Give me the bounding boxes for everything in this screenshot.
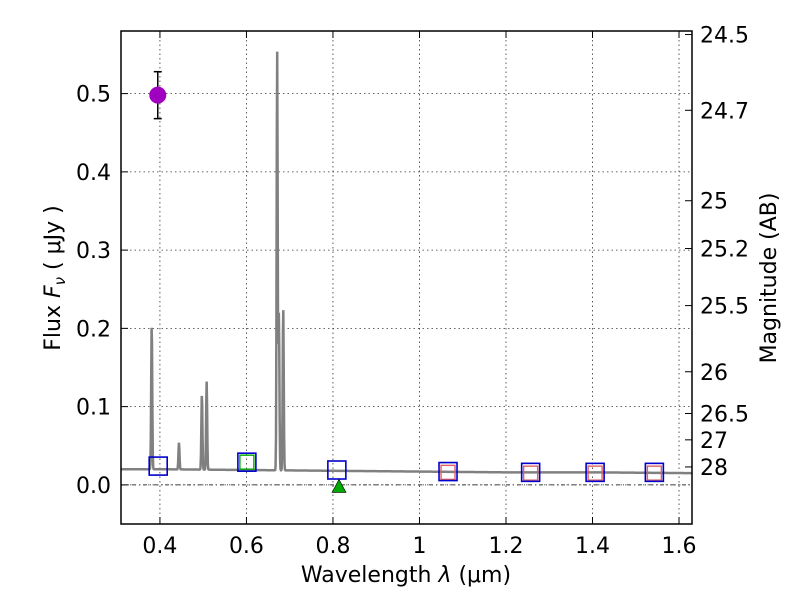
x-tick-label: 0.4 [142,534,177,559]
x-tick-label: 1 [412,534,426,559]
plot-frame [120,30,693,525]
model-photometry-point [520,462,541,483]
x-tick-label: 1.4 [575,534,610,559]
model-photometry-point [237,452,257,472]
x-tick-label: 1.2 [488,534,523,559]
model-photometry-point [148,456,169,476]
x-axis-ticks: 0.4 0.6 0.8 1 1.2 1.4 1.6 [142,31,697,559]
y-tick-label: 0.1 [76,396,111,421]
magnitude-tick-label: 24.7 [700,99,749,124]
model-spectrum-line [121,51,692,475]
model-photometry-point [585,462,605,483]
y-tick-label: 0.0 [76,474,111,499]
plot-area [121,31,692,524]
x-tick-label: 1.6 [662,534,697,559]
observed-photometry-point [522,465,539,481]
y-tick-label: 0.4 [76,161,111,186]
y-axis-ticks: 0.0 0.1 0.2 0.3 0.4 0.5 [76,83,128,499]
x-axis-label: Wavelength λ (μm) [301,563,511,588]
observed-photometry-point [239,454,255,470]
upper-limit-marker [331,478,347,493]
y-axis-label: Flux Fν ( μJy ) [41,205,69,350]
magnitude-tick-label: 24.5 [700,24,749,49]
x-tick-label: 0.6 [229,534,264,559]
observed-photometry-point [440,464,456,481]
magnitude-axis-label: Magnitude (AB) [757,193,782,364]
magnitude-tick-label: 25 [700,190,728,215]
y-tick-label: 0.5 [76,83,111,108]
model-photometry-point [438,461,458,482]
y-tick-label: 0.2 [76,317,111,342]
magnitude-tick-label: 27 [700,429,728,454]
y-tick-label: 0.3 [76,239,111,264]
magnitude-tick-label: 25.2 [700,238,749,263]
series-layer [121,51,692,493]
observed-photometry-point [646,465,663,481]
magnitude-tick-label: 26.5 [700,403,749,428]
x-tick-label: 0.8 [315,534,350,559]
model-photometry-point [327,460,347,480]
observed-flux-point [149,86,167,104]
model-photometry-point [644,462,665,483]
magnitude-tick-label: 25.5 [700,295,749,320]
magnitude-tick-label: 26 [700,361,728,386]
magnitude-tick-label: 28 [700,456,728,481]
observed-photometry-point [587,465,603,481]
